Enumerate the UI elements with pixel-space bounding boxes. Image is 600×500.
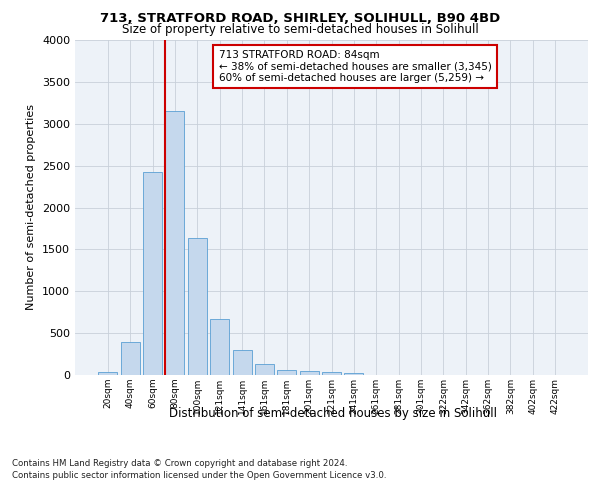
Text: Contains HM Land Registry data © Crown copyright and database right 2024.: Contains HM Land Registry data © Crown c…: [12, 458, 347, 468]
Bar: [98, 372, 118, 375]
Bar: [233, 350, 251, 375]
Text: 713 STRATFORD ROAD: 84sqm
← 38% of semi-detached houses are smaller (3,345)
60% : 713 STRATFORD ROAD: 84sqm ← 38% of semi-…: [218, 50, 491, 83]
Text: 713, STRATFORD ROAD, SHIRLEY, SOLIHULL, B90 4BD: 713, STRATFORD ROAD, SHIRLEY, SOLIHULL, …: [100, 12, 500, 26]
Bar: [210, 319, 229, 375]
Text: Contains public sector information licensed under the Open Government Licence v3: Contains public sector information licen…: [12, 471, 386, 480]
Bar: [277, 370, 296, 375]
Bar: [344, 373, 364, 375]
Text: Distribution of semi-detached houses by size in Solihull: Distribution of semi-detached houses by …: [169, 408, 497, 420]
Bar: [121, 342, 140, 375]
Bar: [299, 371, 319, 375]
Bar: [188, 238, 207, 375]
Bar: [143, 172, 162, 375]
Y-axis label: Number of semi-detached properties: Number of semi-detached properties: [26, 104, 37, 310]
Bar: [255, 364, 274, 375]
Bar: [166, 111, 184, 375]
Text: Size of property relative to semi-detached houses in Solihull: Size of property relative to semi-detach…: [122, 22, 478, 36]
Bar: [322, 372, 341, 375]
